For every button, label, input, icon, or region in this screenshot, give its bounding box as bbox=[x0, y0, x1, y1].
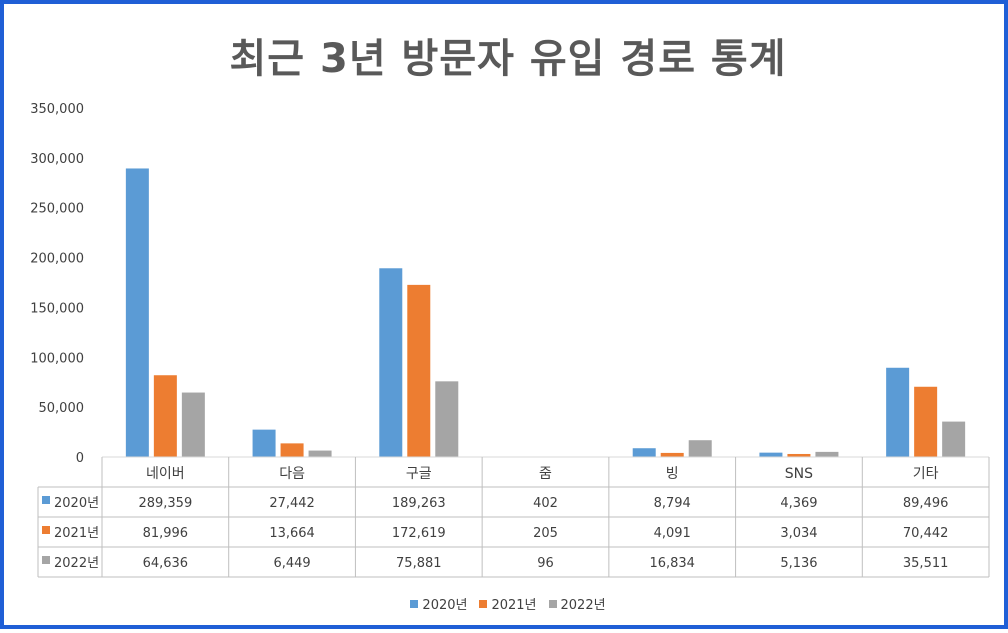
data-label: 89,496 bbox=[903, 496, 949, 511]
data-label: 81,996 bbox=[143, 526, 189, 541]
series-key-swatch bbox=[42, 556, 50, 564]
y-tick-label: 350,000 bbox=[30, 102, 84, 117]
data-label: 172,619 bbox=[392, 526, 446, 541]
bar bbox=[886, 368, 909, 457]
data-label: 16,834 bbox=[649, 556, 695, 571]
data-label: 205 bbox=[533, 526, 558, 541]
y-tick-label: 300,000 bbox=[30, 152, 84, 167]
data-label: 4,091 bbox=[654, 526, 691, 541]
y-tick-label: 250,000 bbox=[30, 202, 84, 217]
data-label: 64,636 bbox=[143, 556, 189, 571]
legend-label: 2021년 bbox=[491, 598, 536, 613]
legend-item: 2022년 bbox=[549, 594, 606, 613]
data-label: 3,034 bbox=[780, 526, 817, 541]
data-label: 189,263 bbox=[392, 496, 446, 511]
bar bbox=[154, 375, 177, 457]
bar bbox=[253, 430, 276, 457]
data-label: 35,511 bbox=[903, 556, 949, 571]
bar bbox=[435, 381, 458, 457]
bar bbox=[689, 440, 712, 457]
category-label: 다음 bbox=[279, 466, 305, 482]
data-label: 5,136 bbox=[780, 556, 817, 571]
data-label: 289,359 bbox=[138, 496, 192, 511]
data-label: 4,369 bbox=[780, 496, 817, 511]
data-label: 6,449 bbox=[273, 556, 310, 571]
y-tick-label: 150,000 bbox=[30, 301, 84, 316]
legend-swatch bbox=[479, 600, 487, 608]
bar bbox=[633, 448, 656, 457]
category-label: 구글 bbox=[406, 466, 432, 482]
category-label: 네이버 bbox=[146, 466, 185, 482]
series-key-swatch bbox=[42, 496, 50, 504]
series-row-label: 2020년 bbox=[54, 496, 99, 511]
category-label: 기타 bbox=[913, 466, 939, 482]
series-key-swatch bbox=[42, 526, 50, 534]
series-row-label: 2021년 bbox=[54, 526, 99, 541]
bar bbox=[182, 393, 205, 457]
bar bbox=[661, 453, 684, 457]
legend-label: 2020년 bbox=[422, 598, 467, 613]
legend: 2020년 2021년 2022년 bbox=[4, 594, 1008, 613]
y-tick-label: 0 bbox=[76, 451, 84, 466]
bar bbox=[759, 453, 782, 457]
bar bbox=[379, 268, 402, 457]
data-label: 75,881 bbox=[396, 556, 442, 571]
category-label: SNS bbox=[785, 466, 813, 482]
y-tick-label: 50,000 bbox=[39, 401, 85, 416]
legend-label: 2022년 bbox=[561, 598, 606, 613]
bar bbox=[914, 387, 937, 457]
data-label: 70,442 bbox=[903, 526, 949, 541]
legend-item: 2021년 bbox=[479, 594, 536, 613]
legend-item: 2020년 bbox=[410, 594, 467, 613]
y-tick-label: 100,000 bbox=[30, 351, 84, 366]
data-label: 96 bbox=[537, 556, 554, 571]
data-label: 402 bbox=[533, 496, 558, 511]
chart-canvas: 0 50,000 100,000 150,000 200,000 250,000 300,0… bbox=[4, 4, 1008, 633]
bar bbox=[309, 451, 332, 457]
bar bbox=[815, 452, 838, 457]
legend-swatch bbox=[410, 600, 418, 608]
bar bbox=[281, 443, 304, 457]
data-label: 8,794 bbox=[654, 496, 691, 511]
data-label: 13,664 bbox=[269, 526, 315, 541]
bar bbox=[942, 422, 965, 457]
legend-swatch bbox=[549, 600, 557, 608]
category-label: 빙 bbox=[666, 466, 679, 482]
bar bbox=[126, 168, 149, 457]
series-row-label: 2022년 bbox=[54, 556, 99, 571]
category-label: 줌 bbox=[539, 466, 552, 482]
bar bbox=[407, 285, 430, 457]
data-label: 27,442 bbox=[269, 496, 315, 511]
y-tick-label: 200,000 bbox=[30, 252, 84, 267]
